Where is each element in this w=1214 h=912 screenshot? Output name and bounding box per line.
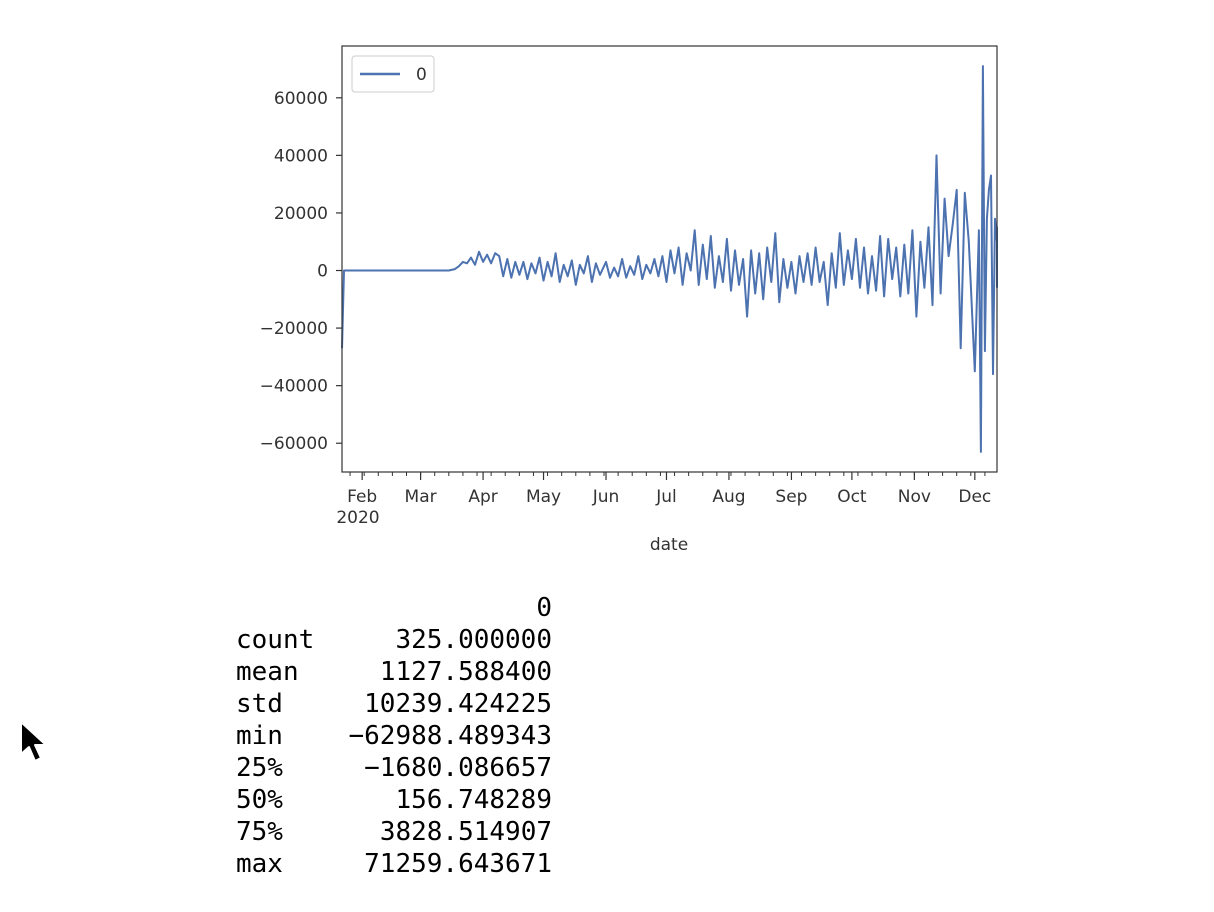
describe-row-mean: mean 1127.588400 [236,656,552,688]
row-value: 3828.514907 [379,817,552,847]
x-tick-label-dec: Dec [958,487,991,507]
x-tick-label-mar: Mar [405,487,437,507]
y-tick-label: −20000 [260,319,328,339]
x-minor-ticks [349,472,986,476]
x-tick-label-may: May [526,487,561,507]
y-tick-labels: −60000 −40000 −20000 0 20000 40000 60000 [260,89,328,454]
row-value: −1680.086657 [364,753,552,783]
row-value: 325.000000 [395,625,552,655]
mouse-pointer-icon [20,721,47,762]
describe-row-std: std 10239.424225 [236,688,552,720]
legend-label-0: 0 [416,65,427,85]
row-label: min [236,721,283,751]
describe-column-header: 0 [536,593,552,623]
describe-table: 0 count 325.000000 mean 1127.588400 std … [236,592,552,880]
y-tick-label: −60000 [260,434,328,454]
x-axis-label: date [650,535,688,555]
describe-header-row: 0 [236,592,552,624]
y-tick-label: 40000 [274,146,328,166]
x-tick-label-aug: Aug [712,487,745,507]
describe-row-max: max 71259.643671 [236,848,552,880]
y-tick-label: 60000 [274,89,328,109]
y-tick-label: 20000 [274,204,328,224]
x-tick-label-feb: Feb [347,487,377,507]
plot-frame [341,45,998,473]
row-label: mean [236,657,299,687]
y-tick-label: 0 [317,262,328,282]
row-label: std [236,689,283,719]
row-value: 71259.643671 [364,849,552,879]
series-line-0 [341,65,998,453]
row-label: 50% [236,785,283,815]
describe-row-50: 50% 156.748289 [236,784,552,816]
x-year-label: 2020 [336,508,379,528]
x-tick-label-nov: Nov [898,487,931,507]
row-value: 10239.424225 [364,689,552,719]
line-chart: Feb Mar Apr May Jun Jul Aug Sep Oct Nov Dec 2020 −… [260,45,998,555]
y-ticks [336,97,342,444]
describe-row-min: min −62988.489343 [236,720,552,752]
x-tick-label-sep: Sep [775,487,807,507]
row-value: 156.748289 [395,785,552,815]
row-label: max [236,849,283,879]
x-tick-label-jun: Jun [592,487,620,507]
x-tick-label-apr: Apr [468,487,497,507]
describe-row-75: 75% 3828.514907 [236,816,552,848]
describe-row-25: 25% −1680.086657 [236,752,552,784]
row-label: 25% [236,753,283,783]
row-value: 1127.588400 [379,657,552,687]
row-label: count [236,625,315,655]
x-tick-label-oct: Oct [837,487,867,507]
describe-row-count: count 325.000000 [236,624,552,656]
row-label: 75% [236,817,283,847]
x-tick-label-jul: Jul [655,487,677,507]
y-tick-label: −40000 [260,377,328,397]
legend: 0 [351,55,435,93]
row-value: −62988.489343 [348,721,553,751]
x-tick-labels: Feb Mar Apr May Jun Jul Aug Sep Oct Nov Dec [347,487,991,507]
x-major-ticks [361,472,976,480]
